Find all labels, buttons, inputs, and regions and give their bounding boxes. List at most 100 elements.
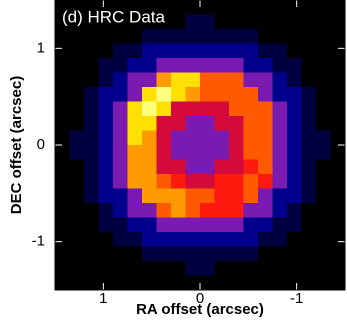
heatmap-cell xyxy=(214,14,230,30)
heatmap-cell xyxy=(127,232,143,247)
chart-title: (d) HRC Data xyxy=(62,7,166,26)
heatmap-cell xyxy=(330,72,346,88)
heatmap-cell xyxy=(142,261,157,276)
heatmap-cell xyxy=(214,87,230,102)
heatmap-cell xyxy=(330,43,346,59)
heatmap-cell xyxy=(69,275,85,291)
heatmap-cell xyxy=(272,87,288,102)
heatmap-cell xyxy=(243,145,259,160)
heatmap-cell xyxy=(98,203,114,218)
heatmap-cell xyxy=(229,101,244,117)
heatmap-cell xyxy=(156,203,172,218)
heatmap-cell xyxy=(171,145,186,160)
x-tick-label: -1 xyxy=(290,290,303,307)
heatmap-cell xyxy=(142,0,157,15)
heatmap-cell xyxy=(113,72,128,88)
heatmap-cell xyxy=(301,29,317,44)
heatmap-cell xyxy=(185,145,201,160)
heatmap-cell xyxy=(185,174,201,189)
heatmap-cell xyxy=(98,29,114,44)
heatmap-cell xyxy=(127,174,143,189)
heatmap-cell xyxy=(243,174,259,189)
heatmap-cell xyxy=(142,203,157,218)
heatmap-cell xyxy=(127,217,143,233)
heatmap-cell xyxy=(316,43,331,59)
heatmap-cell xyxy=(127,101,143,117)
plot-area xyxy=(55,0,346,291)
heatmap-cell xyxy=(316,0,331,15)
heatmap-cell xyxy=(258,14,273,30)
heatmap-cell xyxy=(69,159,85,175)
heatmap-cell xyxy=(98,145,114,160)
heatmap-cell xyxy=(330,130,346,146)
heatmap-cell xyxy=(185,159,201,175)
heatmap-cell xyxy=(142,87,157,102)
heatmap-cell xyxy=(330,14,346,30)
heatmap-cell xyxy=(330,0,346,15)
x-tick-label: 0 xyxy=(196,290,204,307)
heatmap-cell xyxy=(156,145,172,160)
heatmap-cell xyxy=(171,159,186,175)
heatmap-cell xyxy=(156,232,172,247)
heatmap-cell xyxy=(156,130,172,146)
heatmap-cell xyxy=(98,246,114,262)
heatmap-cell xyxy=(229,159,244,175)
heatmap-cell xyxy=(229,203,244,218)
heatmap-cell xyxy=(272,246,288,262)
heatmap-cell xyxy=(113,87,128,102)
heatmap-cell xyxy=(98,116,114,131)
heatmap-cell xyxy=(200,246,215,262)
heatmap-cell xyxy=(287,29,302,44)
heatmap-cell xyxy=(185,130,201,146)
heatmap-cell xyxy=(84,275,99,291)
heatmap-cell xyxy=(156,0,172,15)
heatmap-cell xyxy=(272,232,288,247)
heatmap-cell xyxy=(214,159,230,175)
heatmap-cell xyxy=(127,261,143,276)
heatmap-cell xyxy=(142,145,157,160)
heatmap-cell xyxy=(55,101,70,117)
heatmap-cell xyxy=(98,43,114,59)
heatmap-cell xyxy=(55,232,70,247)
heatmap-cell xyxy=(258,101,273,117)
heatmap-cell xyxy=(301,246,317,262)
heatmap-cell xyxy=(55,188,70,204)
heatmap-cell xyxy=(272,261,288,276)
heatmap-cell xyxy=(301,232,317,247)
heatmap-cell xyxy=(200,188,215,204)
heatmap-cell xyxy=(287,14,302,30)
heatmap-cell xyxy=(330,116,346,131)
heatmap-cell xyxy=(127,87,143,102)
heatmap-cell xyxy=(185,29,201,44)
heatmap-cell xyxy=(330,29,346,44)
heatmap-cell xyxy=(171,29,186,44)
heatmap-cell xyxy=(185,275,201,291)
heatmap-cell xyxy=(142,101,157,117)
heatmap-cell xyxy=(214,246,230,262)
heatmap-cell xyxy=(84,43,99,59)
heatmap-cell xyxy=(127,203,143,218)
heatmap-cell xyxy=(316,159,331,175)
heatmap-cell xyxy=(69,130,85,146)
heatmap-cell xyxy=(229,275,244,291)
heatmap-cell xyxy=(113,116,128,131)
heatmap-cell xyxy=(316,72,331,88)
heatmap-cell xyxy=(84,72,99,88)
heatmap-cell xyxy=(301,261,317,276)
heatmap-cell xyxy=(185,0,201,15)
heatmap-cell xyxy=(301,14,317,30)
heatmap-cell xyxy=(229,261,244,276)
heatmap-cell xyxy=(84,174,99,189)
heatmap-cell xyxy=(243,29,259,44)
heatmap-cell xyxy=(258,43,273,59)
heatmap-cell xyxy=(55,14,70,30)
heatmap-cell xyxy=(98,188,114,204)
heatmap-cell xyxy=(272,101,288,117)
heatmap-cell xyxy=(185,14,201,30)
heatmap-cell xyxy=(229,246,244,262)
heatmap-cell xyxy=(84,203,99,218)
heatmap-cell xyxy=(301,58,317,73)
heatmap-cell xyxy=(142,29,157,44)
heatmap-cell xyxy=(243,72,259,88)
heatmap-cell xyxy=(229,217,244,233)
